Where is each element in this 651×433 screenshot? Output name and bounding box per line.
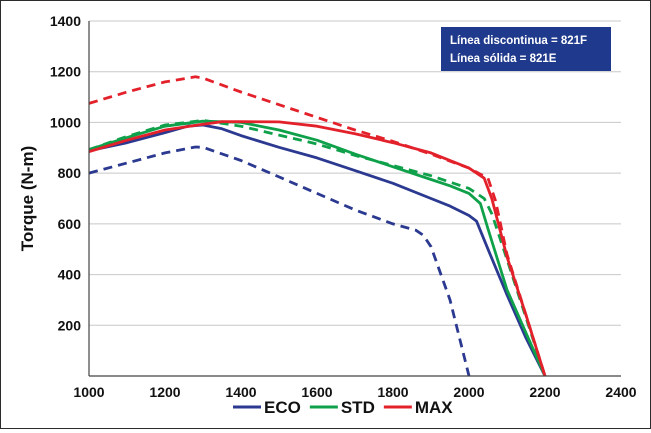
y-tick-label: 400 bbox=[58, 267, 82, 283]
legend-label-max: MAX bbox=[415, 398, 453, 417]
x-tick-label: 1800 bbox=[377, 384, 408, 400]
tick-labels: 1000 1200 1400 1600 1800 2000 2200 2400 200 400 60… bbox=[50, 13, 637, 400]
note-line-dashed: Línea discontinua = 821F bbox=[450, 35, 587, 47]
y-tick-label: 1400 bbox=[50, 13, 81, 29]
legend: ECO STD MAX bbox=[233, 398, 453, 417]
x-tick-label: 1400 bbox=[225, 384, 256, 400]
series-line-std-dashed bbox=[88, 119, 547, 377]
y-tick-label: 600 bbox=[58, 216, 82, 232]
series-line-max-solid bbox=[88, 120, 547, 377]
series-line-eco-dashed bbox=[88, 145, 471, 377]
series-line-std-solid bbox=[88, 119, 547, 377]
note-line-solid: Línea sólida = 821E bbox=[450, 53, 557, 65]
note-box bbox=[441, 27, 611, 71]
line-style-note: Línea discontinua = 821F Línea sólida = … bbox=[441, 27, 611, 71]
x-tick-label: 2000 bbox=[453, 384, 484, 400]
series-line-eco-solid bbox=[88, 123, 547, 377]
y-tick-label: 1200 bbox=[50, 64, 81, 80]
x-tick-label: 1200 bbox=[149, 384, 180, 400]
legend-label-std: STD bbox=[341, 398, 375, 417]
y-tick-label: 800 bbox=[58, 165, 82, 181]
axes bbox=[88, 21, 621, 377]
x-tick-label: 1600 bbox=[301, 384, 332, 400]
x-tick-label: 1000 bbox=[73, 384, 104, 400]
y-axis-title: Torque (N-m) bbox=[18, 146, 37, 251]
legend-label-eco: ECO bbox=[264, 398, 301, 417]
x-tick-label: 2200 bbox=[529, 384, 560, 400]
plot-lines bbox=[88, 75, 547, 377]
x-tick-label: 2400 bbox=[605, 384, 636, 400]
y-tick-label: 1000 bbox=[50, 114, 81, 130]
y-tick-label: 200 bbox=[58, 317, 82, 333]
series-line-max-dashed bbox=[88, 75, 547, 377]
